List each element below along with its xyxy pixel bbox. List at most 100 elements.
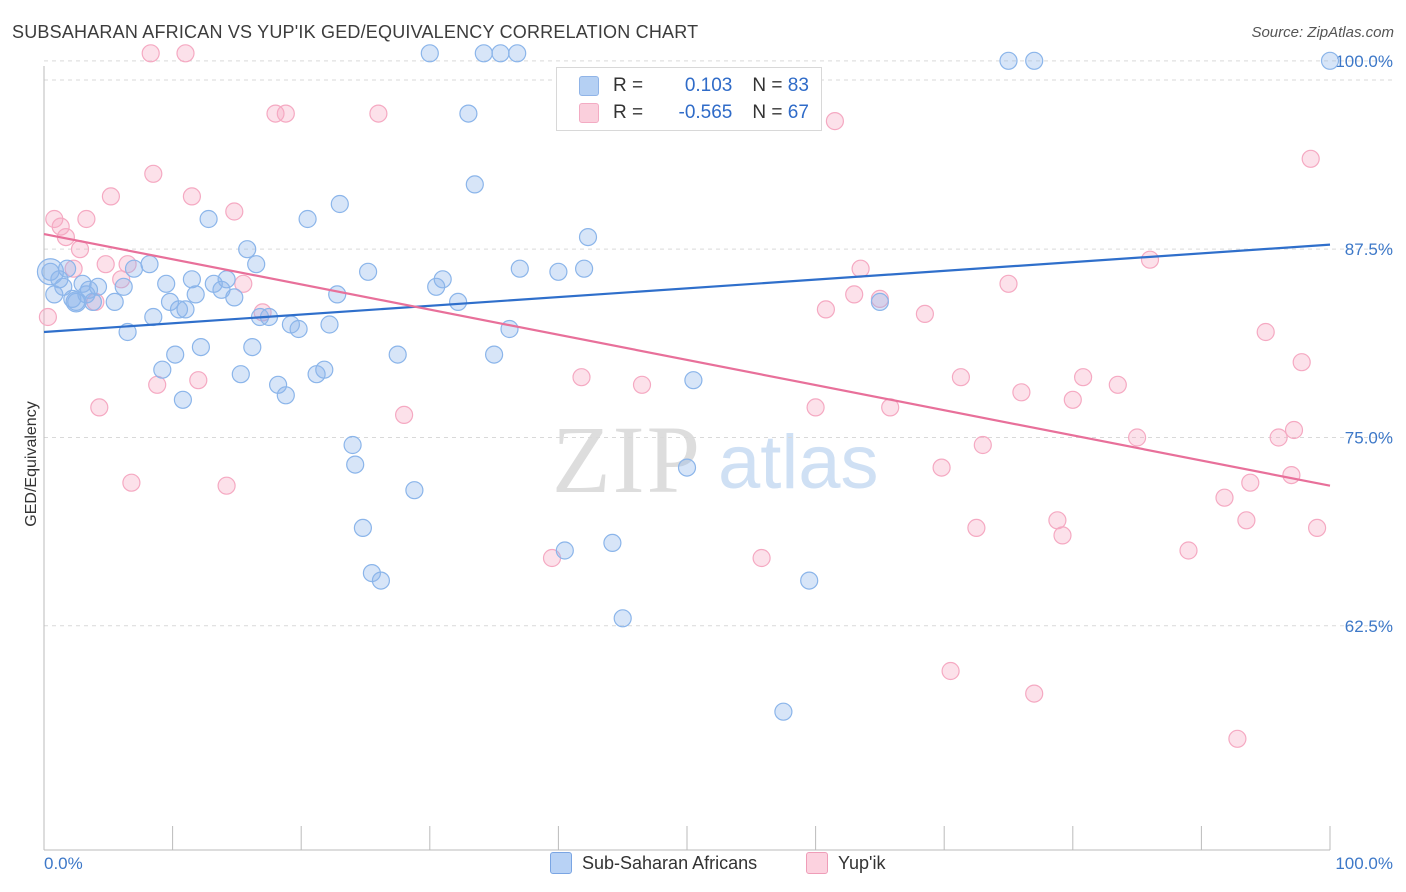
point-subsaharan	[677, 458, 697, 477]
point-subsaharan	[574, 259, 594, 278]
legend-label: Sub-Saharan Africans	[582, 852, 758, 873]
point-subsaharan	[1025, 51, 1044, 70]
point-yupik	[851, 259, 870, 278]
point-yupik	[572, 368, 591, 387]
legend-n-value: 67	[787, 102, 809, 123]
point-yupik	[1256, 322, 1275, 342]
point-subsaharan	[247, 255, 266, 274]
point-subsaharan	[238, 240, 257, 259]
point-yupik	[816, 300, 836, 319]
source-credit: Source: ZipAtlas.com	[1251, 24, 1394, 41]
legend-swatch-blue	[550, 852, 572, 874]
point-yupik	[825, 111, 845, 131]
point-yupik	[96, 255, 115, 274]
point-subsaharan	[225, 288, 244, 307]
point-subsaharan	[346, 455, 365, 474]
legend-n-label: N =	[752, 102, 788, 123]
point-yupik	[932, 458, 951, 477]
point-yupik	[176, 44, 195, 63]
y-axis-label: GED/Equivalency	[23, 401, 40, 526]
point-yupik	[1228, 729, 1247, 748]
point-subsaharan	[420, 44, 439, 63]
data-points	[36, 44, 1340, 748]
point-yupik	[1179, 541, 1198, 560]
point-subsaharan	[774, 702, 793, 721]
point-subsaharan	[191, 338, 210, 357]
legend-swatch-pink	[806, 852, 828, 874]
point-subsaharan	[371, 571, 390, 590]
point-subsaharan	[231, 365, 250, 384]
point-subsaharan	[153, 360, 172, 379]
point-subsaharan	[508, 44, 527, 63]
legend-n-label: N =	[752, 75, 788, 96]
point-yupik	[1127, 428, 1147, 447]
point-subsaharan	[144, 307, 163, 327]
point-yupik	[999, 274, 1018, 293]
x-tick-label-max: 100.0%	[1335, 854, 1393, 873]
point-subsaharan	[405, 481, 424, 500]
trend-line-subsaharan	[43, 243, 1331, 334]
point-subsaharan	[459, 104, 478, 123]
legend-n-value: 83	[787, 75, 809, 96]
point-subsaharan	[330, 194, 349, 214]
point-yupik	[806, 398, 825, 417]
watermark-zip: ZIP	[552, 406, 702, 513]
correlation-legend: R = 0.103 N = 83 R = -0.565 N = 67	[556, 67, 822, 131]
point-yupik	[915, 304, 935, 323]
point-subsaharan	[388, 345, 407, 364]
y-tick-label: 75.0%	[1345, 428, 1393, 447]
point-subsaharan	[433, 270, 452, 289]
point-yupik	[1048, 511, 1067, 530]
point-yupik	[45, 209, 64, 229]
point-subsaharan	[485, 345, 504, 364]
legend-item-subsaharan[interactable]: Sub-Saharan Africans	[550, 852, 757, 874]
point-yupik	[845, 285, 864, 304]
legend-item-yupik[interactable]: Yup'ik	[806, 852, 885, 874]
point-subsaharan	[105, 292, 124, 311]
point-subsaharan	[118, 322, 137, 342]
point-yupik	[217, 476, 236, 495]
watermark-atlas: atlas	[718, 420, 879, 505]
legend-label: Yup'ik	[838, 852, 886, 873]
point-yupik	[1073, 368, 1093, 387]
point-yupik	[632, 375, 652, 394]
point-subsaharan	[289, 319, 308, 339]
legend-r-label: R =	[613, 75, 649, 96]
point-yupik	[64, 259, 83, 278]
point-subsaharan	[555, 541, 574, 560]
point-yupik	[90, 398, 109, 417]
point-yupik	[1282, 466, 1301, 485]
point-subsaharan	[315, 360, 334, 379]
point-yupik	[752, 548, 771, 568]
point-subsaharan	[474, 44, 493, 63]
point-yupik	[141, 44, 160, 63]
point-subsaharan	[359, 262, 378, 281]
point-subsaharan	[63, 289, 82, 308]
point-subsaharan	[157, 274, 176, 293]
point-subsaharan	[328, 285, 347, 304]
point-yupik	[973, 435, 992, 455]
point-subsaharan	[186, 285, 205, 304]
point-subsaharan	[217, 270, 236, 289]
point-subsaharan	[36, 258, 65, 286]
point-subsaharan	[999, 51, 1018, 70]
legend-r-value: 0.103	[684, 75, 733, 96]
point-yupik	[1025, 684, 1044, 703]
point-subsaharan	[243, 338, 262, 357]
point-subsaharan	[427, 277, 446, 296]
point-yupik	[182, 187, 201, 206]
point-subsaharan	[465, 175, 484, 194]
point-subsaharan	[613, 609, 632, 628]
y-tick-labels: 62.5% 75.0% 87.5% 100.0%	[1335, 52, 1393, 636]
point-yupik	[1292, 353, 1311, 372]
trend-line-yupik	[43, 233, 1331, 487]
point-subsaharan	[343, 435, 362, 455]
point-yupik	[1215, 488, 1234, 507]
point-yupik	[122, 473, 141, 492]
point-yupik	[1012, 383, 1031, 402]
point-yupik	[144, 164, 163, 183]
point-subsaharan	[578, 228, 598, 247]
point-subsaharan	[140, 255, 159, 274]
x-tick-label-min: 0.0%	[44, 854, 83, 873]
